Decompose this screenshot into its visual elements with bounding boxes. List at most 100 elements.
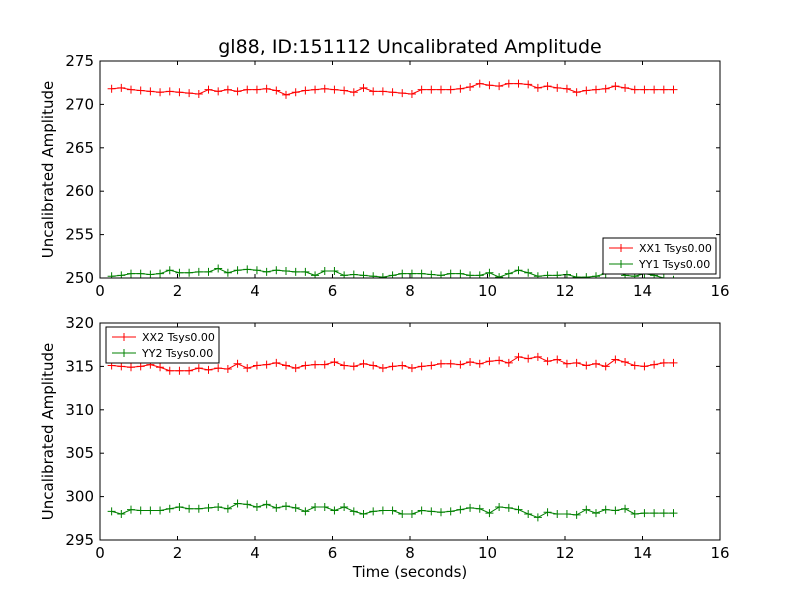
data-point [369, 87, 378, 96]
data-point [330, 358, 339, 367]
data-point [330, 267, 339, 276]
data-point [127, 85, 135, 94]
data-point [621, 358, 630, 367]
data-point [301, 267, 310, 276]
data-point [650, 85, 659, 94]
y-axis-label: Uncalibrated Amplitude [39, 81, 57, 258]
data-point [514, 352, 523, 361]
data-point [495, 273, 504, 278]
data-point [407, 509, 416, 518]
data-point [272, 266, 281, 275]
data-point [262, 267, 271, 276]
data-point [204, 365, 213, 374]
data-point [659, 274, 668, 278]
x-tick-label: 8 [405, 282, 415, 300]
data-point [611, 506, 620, 515]
data-point [673, 275, 674, 278]
data-point [194, 89, 203, 98]
data-point [359, 359, 368, 368]
data-point [262, 500, 271, 509]
data-point [252, 85, 261, 94]
data-point [282, 502, 290, 511]
data-point [156, 88, 165, 97]
data-point [320, 360, 329, 369]
x-tick-label: 12 [555, 282, 574, 300]
data-point [659, 509, 668, 518]
data-point [592, 85, 600, 94]
data-point [117, 362, 126, 371]
y-tick-label: 265 [65, 139, 94, 157]
data-point [407, 269, 416, 278]
data-point [485, 509, 494, 518]
data-point [504, 503, 513, 512]
data-point [272, 86, 281, 95]
data-point [136, 506, 145, 515]
data-point [504, 269, 513, 278]
data-point [194, 267, 203, 276]
data-point [127, 363, 135, 372]
data-point [495, 503, 504, 512]
data-point [456, 269, 465, 278]
x-axis-label: Time (seconds) [352, 563, 468, 581]
data-point [485, 268, 494, 277]
data-point [359, 271, 368, 278]
data-point [359, 83, 368, 92]
data-point [214, 503, 223, 512]
data-point [194, 504, 203, 513]
data-point [301, 361, 310, 370]
data-point [437, 85, 445, 94]
x-tick-label: 4 [250, 544, 260, 562]
data-point [349, 270, 358, 278]
data-point [340, 503, 349, 512]
legend-label: XX1 Tsys0.00 [639, 242, 712, 255]
x-tick-label: 2 [173, 282, 183, 300]
y-tick-label: 305 [65, 444, 94, 462]
x-tick-label: 8 [405, 544, 415, 562]
data-point [214, 364, 223, 373]
data-point [398, 269, 407, 278]
data-point [175, 503, 184, 512]
data-point [175, 88, 184, 97]
data-point [252, 361, 261, 370]
data-point [437, 508, 445, 517]
data-point [495, 356, 504, 365]
data-point [533, 513, 542, 522]
data-point [107, 272, 116, 278]
data-point [630, 509, 639, 518]
data-point [320, 503, 329, 512]
data-point [117, 83, 126, 92]
legend-box [602, 237, 717, 275]
data-point [475, 504, 484, 513]
legend-label: YY2 Tsys0.00 [141, 347, 213, 360]
y-tick-label: 260 [65, 182, 94, 200]
data-point [127, 269, 135, 278]
x-tick-label: 6 [328, 544, 338, 562]
data-point [601, 362, 610, 371]
data-point [233, 266, 242, 275]
data-point [582, 86, 591, 95]
data-point [117, 271, 126, 278]
data-point [378, 506, 387, 515]
data-point [204, 503, 213, 512]
data-point [417, 85, 426, 94]
data-point [514, 79, 523, 88]
data-point [485, 357, 494, 366]
series-group [107, 352, 678, 522]
data-point [291, 267, 300, 276]
data-point [582, 361, 591, 370]
x-tick-label: 10 [478, 544, 497, 562]
data-point [514, 266, 523, 275]
chart-panel-1: 0 2 4 6 8 10 12 14 16 250 255 260 265 270 275 Uncalibra… [39, 52, 730, 300]
data-point [553, 83, 562, 92]
data-point [243, 265, 252, 274]
data-point [146, 270, 155, 278]
x-tick-label: 0 [95, 544, 105, 562]
data-point [127, 505, 135, 514]
y-tick-label: 250 [65, 269, 94, 287]
data-point [378, 273, 387, 278]
data-point [291, 364, 300, 373]
data-point [650, 360, 659, 369]
data-point [456, 360, 465, 369]
data-point [514, 505, 523, 514]
data-point [311, 503, 320, 512]
